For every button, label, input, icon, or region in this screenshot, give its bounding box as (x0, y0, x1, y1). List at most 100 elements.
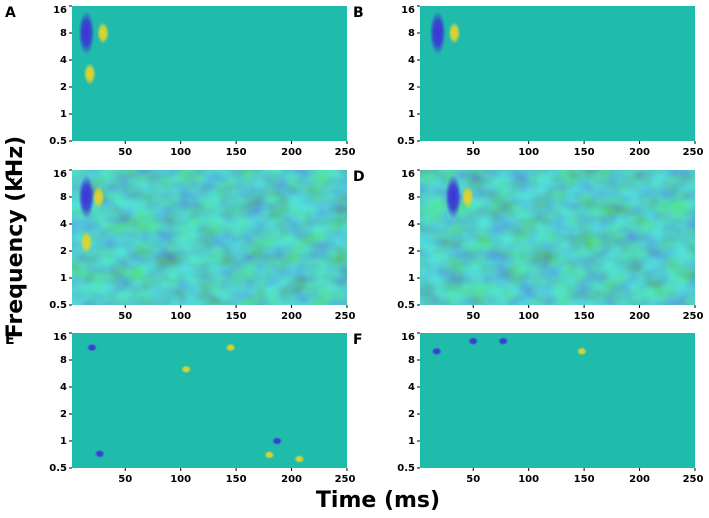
y-tick-label: 1 (408, 436, 415, 447)
x-tick-label: 250 (335, 147, 356, 158)
x-tick-label: 150 (574, 474, 595, 485)
blob (80, 231, 93, 254)
x-tick-label: 250 (683, 474, 704, 485)
blob (83, 62, 96, 85)
plot-area (72, 6, 347, 141)
panel-label: E (5, 332, 15, 348)
y-tick-label: 1 (408, 109, 415, 120)
y-tick-label: 4 (408, 55, 415, 66)
blob (92, 186, 105, 208)
panel-label: C (5, 169, 15, 185)
x-tick-label: 100 (518, 474, 539, 485)
blob (86, 343, 97, 352)
y-tick-label: 1 (408, 273, 415, 284)
x-axis-label: Time (ms) (316, 488, 440, 513)
blob (272, 437, 283, 445)
x-tick-label: 200 (629, 474, 650, 485)
y-tick-label: 0.5 (49, 136, 67, 147)
x-tick-label: 200 (281, 311, 302, 322)
x-tick-label: 100 (170, 311, 191, 322)
y-tick-label: 16 (53, 332, 67, 343)
y-tick-label: 0.5 (397, 463, 415, 474)
x-tick-label: 50 (118, 311, 132, 322)
y-tick-label: 1 (60, 436, 67, 447)
x-tick-label: 150 (574, 147, 595, 158)
y-tick-label: 2 (408, 246, 415, 257)
x-tick-label: 250 (335, 311, 356, 322)
y-tick-label: 4 (408, 382, 415, 393)
y-tick-label: 16 (53, 169, 67, 180)
y-tick-label: 16 (401, 5, 415, 16)
y-tick-label: 2 (60, 82, 67, 93)
plot-area (420, 333, 695, 468)
x-tick-label: 50 (118, 474, 132, 485)
x-tick-label: 100 (518, 311, 539, 322)
y-tick-label: 0.5 (397, 300, 415, 311)
y-tick-label: 1 (60, 273, 67, 284)
blob (461, 186, 474, 208)
x-tick-label: 150 (226, 147, 247, 158)
panel-label: A (5, 5, 16, 21)
blob (181, 365, 192, 374)
plot-area (72, 333, 347, 468)
x-tick-label: 200 (629, 311, 650, 322)
blob (264, 450, 275, 459)
y-tick-label: 4 (60, 219, 67, 230)
x-tick-label: 100 (170, 147, 191, 158)
y-tick-label: 8 (60, 355, 67, 366)
x-tick-label: 50 (118, 147, 132, 158)
panel-label: D (353, 169, 365, 185)
heatmap-background (420, 6, 695, 141)
y-tick-label: 8 (408, 355, 415, 366)
y-tick-label: 1 (60, 109, 67, 120)
plot-area (420, 170, 695, 305)
blob (498, 337, 509, 346)
y-tick-label: 2 (408, 82, 415, 93)
x-tick-label: 50 (466, 147, 480, 158)
x-tick-label: 150 (226, 311, 247, 322)
blob (448, 22, 461, 44)
y-tick-label: 0.5 (49, 300, 67, 311)
blob (468, 337, 479, 346)
blob (97, 22, 110, 44)
noise-texture (72, 170, 347, 305)
heatmap-background (72, 333, 347, 468)
y-axis-label: Frequency (kHz) (3, 136, 28, 338)
x-tick-label: 200 (281, 147, 302, 158)
blob (78, 11, 95, 55)
panel-label: F (353, 332, 363, 348)
plot-area (72, 170, 347, 305)
y-tick-label: 2 (408, 409, 415, 420)
x-tick-label: 100 (170, 474, 191, 485)
y-tick-label: 4 (408, 219, 415, 230)
x-tick-label: 150 (226, 474, 247, 485)
heatmap-background (420, 333, 695, 468)
x-tick-label: 150 (574, 311, 595, 322)
x-tick-label: 50 (466, 311, 480, 322)
y-tick-label: 0.5 (49, 463, 67, 474)
x-tick-label: 100 (518, 147, 539, 158)
plot-area (420, 6, 695, 141)
y-tick-label: 16 (53, 5, 67, 16)
y-tick-label: 4 (60, 382, 67, 393)
panel-label: B (353, 5, 364, 21)
blob (576, 347, 587, 356)
blob (294, 454, 305, 463)
blob (445, 175, 462, 219)
blob (78, 175, 95, 219)
x-tick-label: 250 (683, 311, 704, 322)
y-tick-label: 8 (408, 28, 415, 39)
y-tick-label: 8 (60, 28, 67, 39)
y-tick-label: 0.5 (397, 136, 415, 147)
y-tick-label: 8 (60, 192, 67, 203)
x-tick-label: 200 (281, 474, 302, 485)
y-tick-label: 2 (60, 246, 67, 257)
blob (431, 347, 442, 356)
blob (429, 11, 446, 55)
x-tick-label: 250 (683, 147, 704, 158)
blob (94, 449, 105, 458)
y-tick-label: 4 (60, 55, 67, 66)
x-tick-label: 50 (466, 474, 480, 485)
